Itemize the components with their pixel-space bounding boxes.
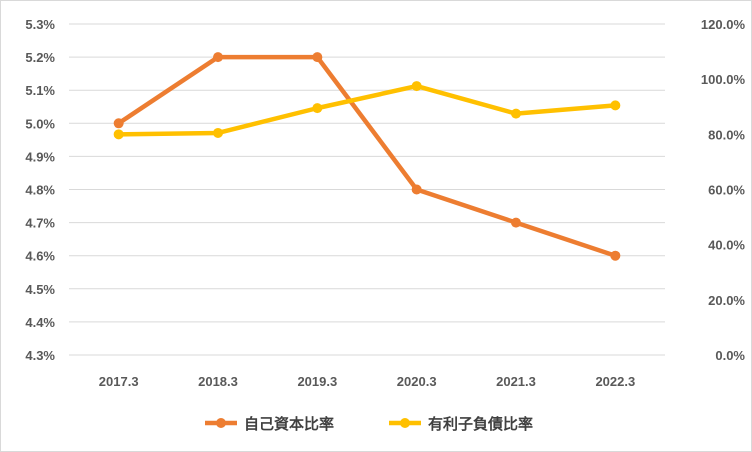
x-tick-label: 2019.3 (297, 374, 337, 389)
legend-marker-1 (216, 418, 226, 428)
x-tick-label: 2018.3 (198, 374, 238, 389)
right-tick-label: 20.0% (708, 293, 745, 308)
left-tick-label: 4.4% (25, 315, 55, 330)
left-tick-label: 4.5% (25, 282, 55, 297)
legend-label-1: 自己資本比率 (244, 415, 334, 433)
legend: 自己資本比率 有利子負債比率 (205, 415, 533, 433)
left-tick-label: 4.7% (25, 216, 55, 231)
x-tick-label: 2021.3 (496, 374, 536, 389)
right-tick-label: 60.0% (708, 183, 745, 198)
data-point (312, 103, 323, 114)
right-tick-label: 40.0% (708, 238, 745, 253)
x-tick-label: 2020.3 (397, 374, 437, 389)
left-tick-label: 5.3% (25, 17, 55, 32)
right-tick-label: 80.0% (708, 127, 745, 142)
right-tick-label: 0.0% (715, 348, 745, 363)
data-point (113, 118, 124, 129)
series-line-2 (116, 83, 618, 137)
x-axis: 2017.3 2018.3 2019.3 2020.3 2021.3 2022.3 (99, 374, 635, 389)
data-point (213, 127, 223, 138)
series-line-1 (116, 54, 618, 258)
left-tick-label: 5.2% (25, 50, 55, 65)
data-point (213, 52, 223, 63)
right-axis: 0.0% 20.0% 40.0% 60.0% 80.0% 100.0% 120.0% (701, 17, 746, 363)
left-tick-label: 4.9% (25, 149, 55, 164)
right-tick-label: 120.0% (701, 17, 746, 32)
legend-label-2: 有利子負債比率 (428, 415, 533, 433)
left-tick-label: 5.0% (25, 116, 55, 131)
data-point (411, 184, 422, 195)
series-layer (113, 52, 621, 261)
left-axis: 4.3% 4.4% 4.5% 4.6% 4.7% 4.8% 4.9% 5.0% 5.1% 5.2%… (25, 17, 55, 363)
x-tick-label: 2022.3 (595, 374, 635, 389)
x-tick-label: 2017.3 (99, 374, 139, 389)
right-tick-label: 100.0% (701, 72, 746, 87)
left-tick-label: 5.1% (25, 83, 55, 98)
data-point (312, 52, 323, 63)
data-point (610, 250, 621, 261)
data-point (113, 129, 124, 140)
left-tick-label: 4.3% (25, 348, 55, 363)
data-point (610, 100, 621, 111)
data-point (411, 81, 422, 92)
left-tick-label: 4.6% (25, 249, 55, 264)
legend-marker-2 (400, 418, 410, 428)
gridlines (69, 23, 665, 356)
left-tick-label: 4.8% (25, 183, 55, 198)
data-point (511, 108, 521, 119)
data-point (511, 217, 521, 228)
